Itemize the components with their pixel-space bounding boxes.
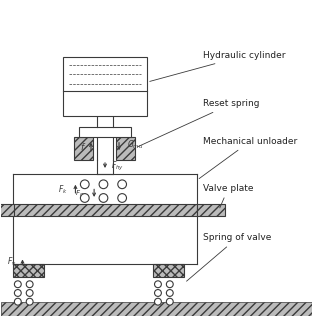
Text: $G_{mu}$: $G_{mu}$ (127, 138, 143, 151)
Circle shape (155, 290, 161, 296)
Circle shape (26, 298, 33, 305)
Circle shape (26, 281, 33, 288)
Circle shape (118, 194, 126, 202)
Bar (153, 264, 184, 277)
Circle shape (14, 281, 21, 288)
Bar (74, 137, 92, 160)
Circle shape (99, 194, 108, 202)
Bar (13, 204, 197, 216)
Bar (63, 57, 147, 116)
Bar (197, 204, 225, 216)
Circle shape (14, 290, 21, 296)
Circle shape (155, 281, 161, 288)
Text: $f$: $f$ (80, 141, 86, 152)
Circle shape (155, 298, 161, 305)
Circle shape (166, 290, 173, 296)
Text: $F_{hy}$: $F_{hy}$ (111, 160, 124, 173)
Bar (78, 127, 132, 137)
Circle shape (166, 281, 173, 288)
Circle shape (99, 180, 108, 189)
Text: $F_k$: $F_k$ (58, 183, 68, 196)
Text: Spring of valve: Spring of valve (187, 233, 271, 281)
Bar (1, 302, 312, 316)
Circle shape (166, 298, 173, 305)
Circle shape (14, 298, 21, 305)
Text: Hydraulic cylinder: Hydraulic cylinder (150, 51, 286, 81)
Bar (13, 264, 44, 277)
Circle shape (118, 180, 126, 189)
Text: Mechanical unloader: Mechanical unloader (199, 137, 297, 179)
Text: $F_{gs}$: $F_{gs}$ (75, 188, 86, 200)
Circle shape (80, 194, 89, 202)
Bar (0, 204, 14, 216)
Bar (116, 137, 135, 160)
Text: Valve plate: Valve plate (203, 184, 254, 208)
Circle shape (26, 290, 33, 296)
Text: $F_v$: $F_v$ (7, 256, 16, 268)
Text: Reset spring: Reset spring (137, 100, 260, 147)
Circle shape (80, 180, 89, 189)
